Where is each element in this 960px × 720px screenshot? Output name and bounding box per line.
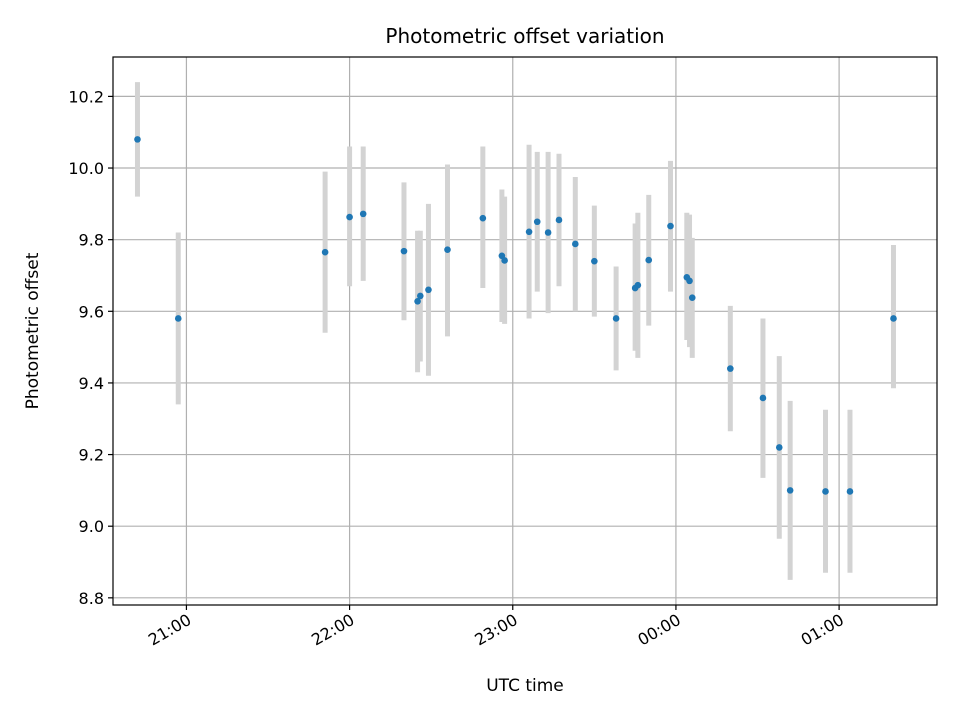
data-point [425, 286, 432, 294]
data-point [134, 136, 141, 143]
data-point [634, 281, 642, 289]
data-point [359, 210, 367, 218]
grid-layer [113, 57, 937, 605]
data-point [501, 257, 508, 264]
y-tick-label: 10.0 [68, 159, 104, 178]
y-tick-label: 9.4 [79, 374, 104, 393]
data-point [400, 247, 408, 255]
data-point [786, 487, 794, 494]
y-tick-label: 10.2 [68, 87, 104, 106]
data-point [727, 365, 734, 372]
y-axis-label: Photometric offset [23, 252, 43, 409]
data-point [612, 315, 620, 322]
data-point [174, 315, 182, 322]
data-point [667, 222, 674, 230]
data-point [414, 297, 421, 305]
data-point [846, 488, 854, 495]
data-point [572, 240, 579, 248]
data-point [645, 256, 653, 264]
data-point [890, 315, 897, 322]
data-point [444, 246, 451, 253]
data-point [686, 277, 693, 285]
data-point [822, 488, 829, 495]
data-point [544, 229, 552, 236]
x-axis-label: UTC time [486, 676, 564, 696]
data-point [321, 248, 329, 256]
data-point [417, 292, 424, 300]
data-point [591, 257, 598, 265]
data-point [346, 213, 353, 221]
data-point [688, 294, 696, 301]
data-point [555, 216, 563, 224]
marker-layer [134, 136, 897, 495]
chart-title: Photometric offset variation [385, 24, 664, 48]
plot-frame [112, 56, 938, 606]
data-point [533, 218, 541, 226]
data-point [479, 214, 487, 222]
data-point [759, 394, 767, 402]
y-tick-label: 9.6 [79, 302, 104, 321]
data-point [775, 444, 783, 451]
y-tick-label: 9.2 [79, 446, 104, 465]
y-tick-label: 8.8 [79, 589, 104, 608]
data-point [525, 228, 533, 236]
y-tick-label: 9.0 [79, 517, 104, 536]
y-tick-label: 9.8 [79, 231, 104, 250]
